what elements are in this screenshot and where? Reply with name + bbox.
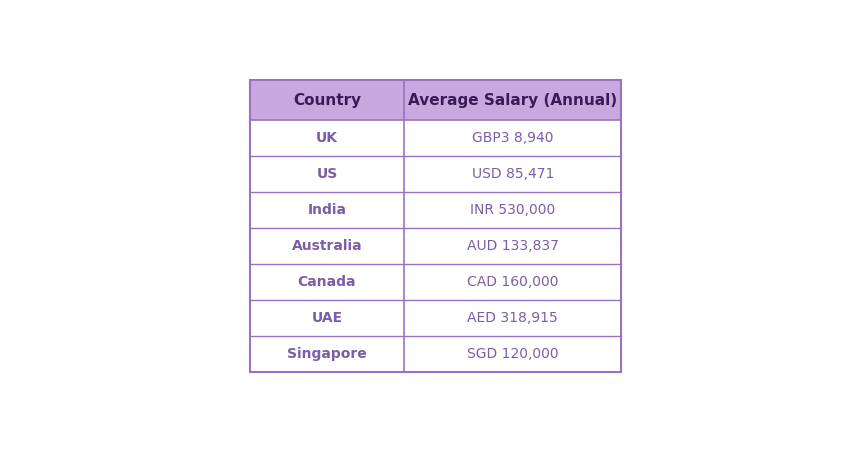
Text: SGD 120,000: SGD 120,000 bbox=[467, 347, 558, 361]
Bar bbox=[250, 81, 621, 120]
Text: USD 85,471: USD 85,471 bbox=[472, 167, 554, 181]
Text: Country: Country bbox=[293, 93, 361, 108]
Text: Average Salary (Annual): Average Salary (Annual) bbox=[408, 93, 617, 108]
Bar bbox=[250, 264, 621, 300]
Text: AED 318,915: AED 318,915 bbox=[468, 311, 558, 325]
Text: INR 530,000: INR 530,000 bbox=[470, 203, 555, 217]
Text: Singapore: Singapore bbox=[287, 347, 367, 361]
Bar bbox=[250, 300, 621, 336]
Text: Australia: Australia bbox=[292, 239, 362, 253]
Text: Canada: Canada bbox=[298, 275, 356, 289]
Bar bbox=[250, 81, 621, 372]
Text: India: India bbox=[308, 203, 347, 217]
Text: US: US bbox=[316, 167, 337, 181]
Text: CAD 160,000: CAD 160,000 bbox=[467, 275, 558, 289]
Text: UK: UK bbox=[316, 131, 338, 145]
Text: AUD 133,837: AUD 133,837 bbox=[467, 239, 558, 253]
Text: GBP3 8,940: GBP3 8,940 bbox=[472, 131, 553, 145]
Bar bbox=[250, 228, 621, 264]
Bar bbox=[250, 336, 621, 372]
Bar bbox=[250, 120, 621, 156]
Bar bbox=[250, 192, 621, 228]
Text: UAE: UAE bbox=[311, 311, 343, 325]
Bar bbox=[250, 156, 621, 192]
